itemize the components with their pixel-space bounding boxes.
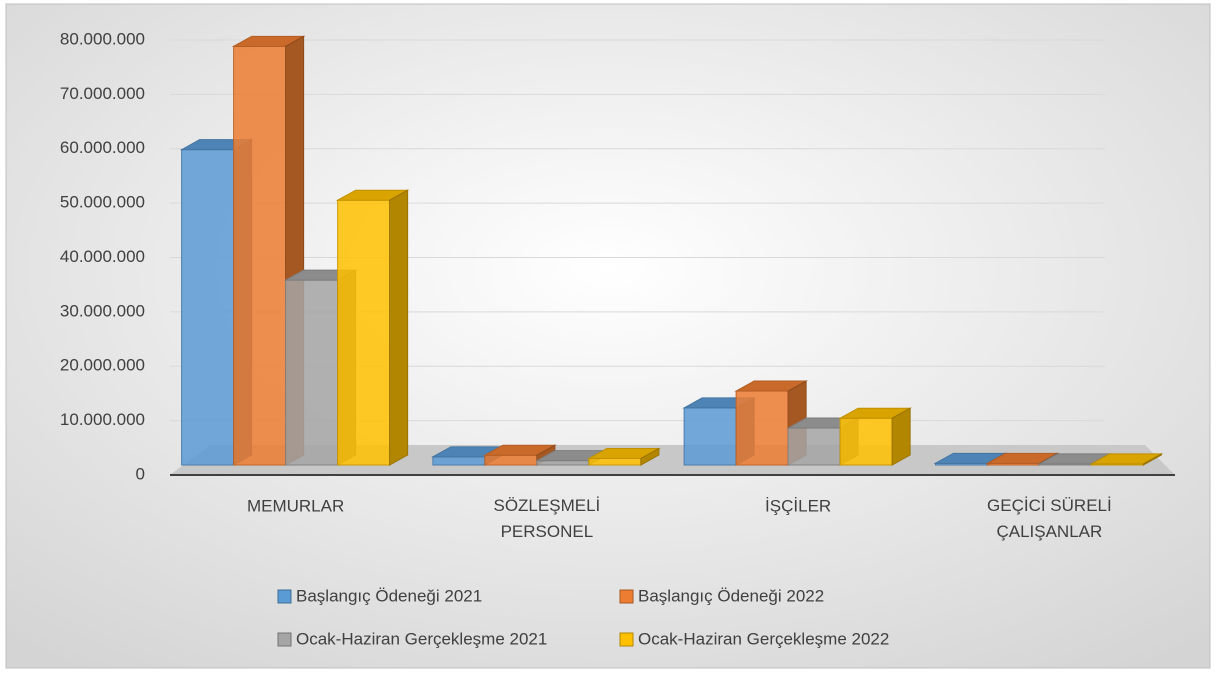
bar-front — [839, 417, 893, 466]
legend-swatch — [277, 589, 292, 604]
y-tick-label: 80.000.000 — [60, 29, 145, 48]
bar-front — [683, 407, 737, 466]
legend-swatch — [619, 632, 634, 647]
x-tick-label: SÖZLEŞMELİ PERSONEL — [493, 496, 600, 541]
bar-front — [536, 460, 590, 466]
y-tick-label: 10.000.000 — [60, 410, 145, 429]
bar-front — [181, 149, 235, 466]
bar-front — [484, 454, 538, 466]
bar-side — [389, 189, 409, 466]
bar-front — [787, 427, 841, 466]
x-tick-label: GEÇİCİ SÜRELİ ÇALIŞANLAR — [987, 496, 1112, 541]
bar — [335, 189, 410, 466]
floor — [170, 445, 1175, 475]
x-tick-label: MEMURLAR — [247, 496, 344, 515]
x-tick-label: İŞÇİLER — [765, 496, 831, 515]
y-tick-label: 70.000.000 — [60, 84, 145, 103]
bar — [482, 444, 557, 466]
y-tick-label: 30.000.000 — [60, 301, 145, 320]
bar — [838, 407, 913, 466]
legend-label: Başlangıç Ödeneği 2021 — [296, 586, 482, 605]
bar — [1089, 453, 1164, 466]
bar-side — [1142, 453, 1162, 466]
y-tick-label: 20.000.000 — [60, 356, 145, 375]
legend-label: Ocak-Haziran Gerçekleşme 2021 — [296, 629, 547, 648]
bar-side — [640, 447, 660, 466]
bar-front — [432, 456, 486, 466]
bar-front — [233, 45, 287, 466]
y-tick-label: 40.000.000 — [60, 247, 145, 266]
bar-side — [891, 407, 911, 466]
y-tick-label: 60.000.000 — [60, 138, 145, 157]
legend-swatch — [619, 589, 634, 604]
bar-front — [285, 279, 339, 466]
y-tick-label: 0 — [136, 464, 145, 483]
bar — [231, 35, 306, 466]
legend-label: Başlangıç Ödeneği 2022 — [638, 586, 824, 605]
legend-label: Ocak-Haziran Gerçekleşme 2022 — [638, 629, 889, 648]
bar-front — [588, 457, 642, 466]
y-tick-label: 50.000.000 — [60, 193, 145, 212]
bar — [586, 447, 661, 466]
legend-swatch — [277, 632, 292, 647]
bar-front — [337, 199, 391, 466]
bar-front — [735, 390, 789, 466]
